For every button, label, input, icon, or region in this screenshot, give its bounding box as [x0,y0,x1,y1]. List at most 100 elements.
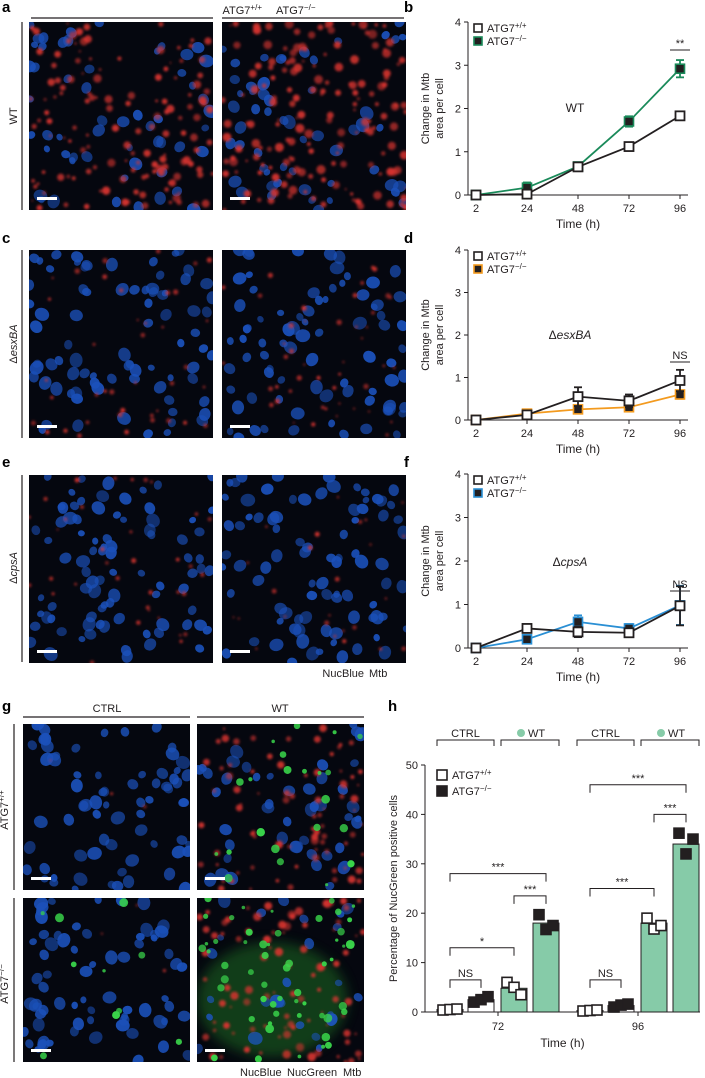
micrograph-c-wildtype [29,250,213,438]
replicate-point [680,848,692,860]
row-label-esxba: ΔesxBA [8,250,23,438]
data-point [521,188,533,200]
y-axis-label: Percentage of NucGreen positive cells [388,794,400,982]
micrograph-g-wt-knockout [197,898,364,1062]
comparison-bracket [449,979,482,988]
legend-label: ATG7+/+ [452,768,492,782]
chart-annotation: ΔesxBA [549,328,592,342]
x-axis-label: Time (h) [556,442,600,456]
svg-text:ATG7+/+: ATG7+/+ [223,3,263,17]
replicate-point [515,988,527,1001]
x-tick-label: 96 [632,1021,644,1033]
micrograph-g-ctrl-knockout [23,898,190,1062]
legend-marker [436,769,448,781]
x-tick-label: 72 [492,1021,504,1033]
significance-label: NS [672,350,687,362]
chart-annotation: ΔcpsA [553,555,588,569]
replicate-point [451,1003,463,1015]
x-tick-label: 96 [674,656,686,668]
x-tick-label: 72 [623,203,635,215]
stain-legend-bottom: NucBlue NucGreen Mtb [240,1067,361,1078]
x-tick-label: 24 [521,203,533,215]
svg-text:ΔcpsA: ΔcpsA [8,552,20,584]
legend-label: ATG7−/− [487,34,527,48]
panel-label-e: e [2,454,10,471]
comparison-bracket [449,873,547,882]
line-chart-b: 0 1 2 3 4 2 24 48 72 96 Time (h) Change in Mtb area … [420,17,690,231]
column-header-atg7-wildtype: ATG7+/+ [31,3,263,19]
replicate-point [655,919,667,932]
replicate-point [482,990,494,1003]
legend-label: ATG7+/+ [487,473,527,487]
legend-marker [473,264,483,274]
x-tick-label: 72 [623,428,635,440]
comparison-bracket [653,813,687,823]
series-wildtype [470,585,686,654]
x-tick-label: 24 [521,428,533,440]
x-tick-label: 2 [473,656,479,668]
legend-marker [473,475,483,485]
wt-dot-icon [657,729,665,737]
panel-label-d: d [404,230,413,247]
svg-text:NucBlue: NucBlue [240,1067,282,1078]
data-point [521,633,533,645]
svg-text:WT: WT [271,703,288,715]
y-tick-label: 1 [455,147,461,159]
wt-dot-icon [517,729,525,737]
comparison-label: *** [632,773,646,785]
comparison-bracket [589,888,655,897]
svg-text:ATG7−/−: ATG7−/− [0,964,11,1004]
replicate-point [673,827,685,839]
x-tick-label: 48 [572,203,584,215]
micrograph-a-knockout [222,22,406,210]
y-tick-label: 0 [455,643,461,655]
y-axis-label: Change in Mtb area per cell [420,73,446,145]
y-tick-label: 0 [412,1007,418,1019]
legend-marker [436,785,448,797]
series-knockout [470,584,686,654]
replicate-point [547,919,559,932]
legend-marker [473,251,483,261]
data-point [674,63,686,75]
data-point [674,375,686,386]
comparison-label: *** [616,877,630,889]
replicate-point [508,981,520,994]
g-row-label-knockout: ATG7−/− [0,898,15,1062]
significance-label: ** [676,38,685,50]
micrograph-e-wildtype [29,475,213,663]
replicate-point [687,833,699,845]
comparison-bracket [589,784,687,793]
y-tick-label: 20 [406,908,418,920]
chart-annotation: WT [566,101,585,115]
data-point [623,627,635,639]
legend-marker [473,36,483,46]
svg-text:ATG7+/+: ATG7+/+ [0,790,11,830]
svg-text:ATG7−/−: ATG7−/− [276,3,316,17]
data-point [674,110,686,122]
bar [672,843,700,1013]
stain-legend-top: NucBlue Mtb [322,668,387,680]
micrograph-a-wildtype [29,22,213,210]
data-point [572,616,584,628]
row-label-wt: WT [8,22,23,210]
comparison-label: *** [524,884,538,896]
y-tick-label: 2 [455,104,461,116]
comparison-bracket [589,979,622,988]
data-point [470,642,482,654]
condition-label: CTRL [591,728,620,740]
micrograph-c-knockout [222,250,406,438]
panel-label-h: h [388,698,397,715]
replicate-point [591,1004,603,1016]
comparison-label: * [480,936,485,948]
g-row-label-wildtype: ATG7+/+ [0,724,15,890]
y-tick-label: 1 [455,600,461,612]
x-tick-label: 48 [572,428,584,440]
comparison-bracket [449,947,515,956]
series-wildtype [470,110,686,201]
line-chart-d: 0 1 2 3 4 2 24 48 72 96 Time (h) Change in Mtb area … [420,245,690,456]
data-point [470,414,482,426]
panel-label-f: f [404,454,410,471]
data-point [623,116,635,127]
series-wildtype [470,368,686,426]
y-tick-label: 40 [406,809,418,821]
